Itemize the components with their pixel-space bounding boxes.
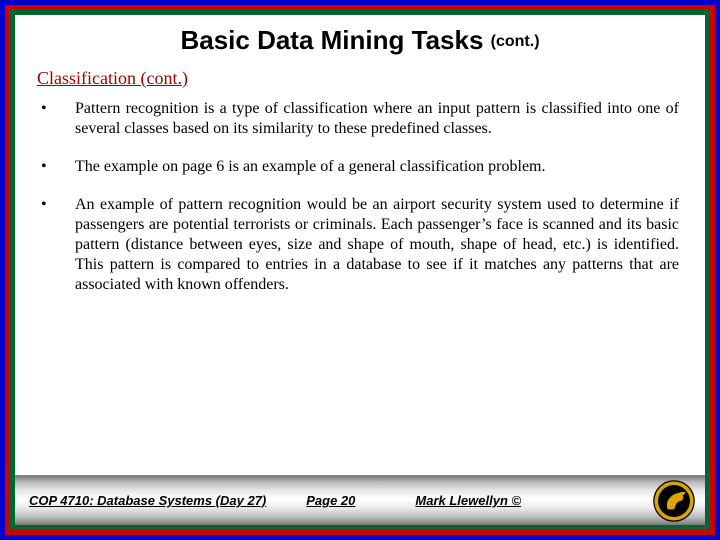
slide-border-middle: Basic Data Mining Tasks (cont.) Classifi… [5, 5, 715, 535]
title-main: Basic Data Mining Tasks [180, 25, 483, 55]
footer-page: Page 20 [306, 493, 415, 508]
slide-border-outer: Basic Data Mining Tasks (cont.) Classifi… [0, 0, 720, 540]
ucf-pegasus-logo-icon [653, 480, 695, 522]
slide-title: Basic Data Mining Tasks (cont.) [15, 15, 705, 62]
bullet-text: The example on page 6 is an example of a… [75, 157, 679, 177]
footer-text-row: COP 4710: Database Systems (Day 27) Page… [29, 493, 691, 508]
bullet-list: • Pattern recognition is a type of class… [15, 99, 705, 475]
bullet-item: • An example of pattern recognition woul… [41, 195, 679, 295]
slide-subheading: Classification (cont.) [15, 62, 705, 99]
title-cont: (cont.) [491, 33, 540, 50]
bullet-text: An example of pattern recognition would … [75, 195, 679, 295]
bullet-marker: • [41, 195, 75, 295]
footer-author: Mark Llewellyn © [415, 493, 521, 508]
slide-border-inner: Basic Data Mining Tasks (cont.) Classifi… [10, 10, 710, 530]
footer-course: COP 4710: Database Systems (Day 27) [29, 493, 306, 508]
bullet-marker: • [41, 157, 75, 177]
bullet-item: • Pattern recognition is a type of class… [41, 99, 679, 139]
bullet-item: • The example on page 6 is an example of… [41, 157, 679, 177]
slide-content: Basic Data Mining Tasks (cont.) Classifi… [15, 15, 705, 525]
bullet-marker: • [41, 99, 75, 139]
slide-footer: COP 4710: Database Systems (Day 27) Page… [15, 475, 705, 525]
bullet-text: Pattern recognition is a type of classif… [75, 99, 679, 139]
